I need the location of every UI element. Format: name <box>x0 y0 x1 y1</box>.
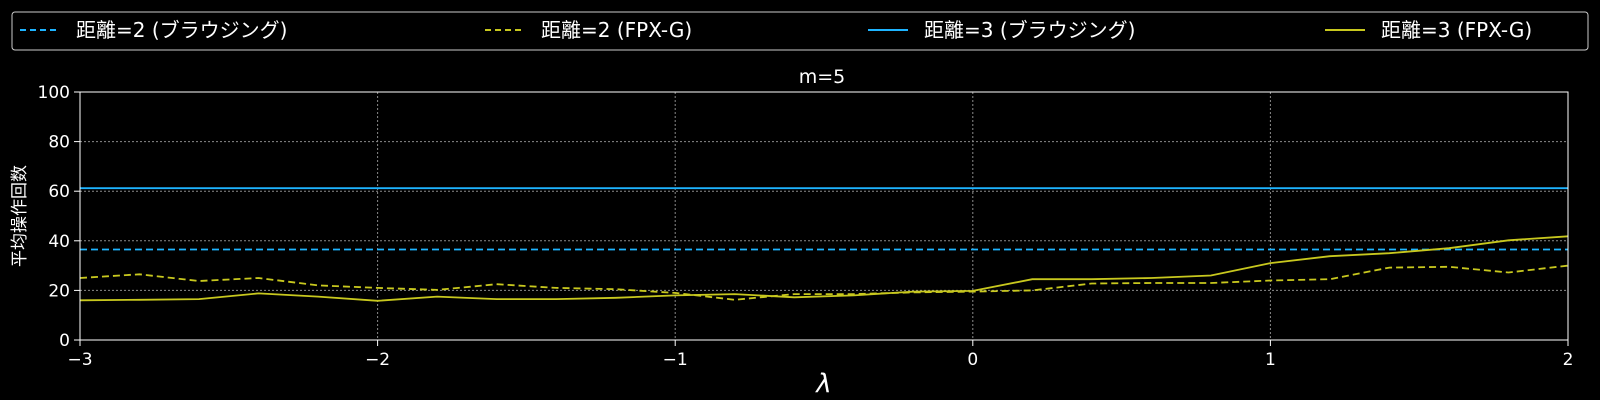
y-tick-label: 60 <box>48 182 70 202</box>
series-line-2 <box>79 264 1569 301</box>
grid-lines <box>80 92 1568 340</box>
series-line-4 <box>79 235 1569 302</box>
x-tick-label: 0 <box>967 350 978 370</box>
chart-title: m=5 <box>799 66 846 88</box>
x-tick-label: −1 <box>663 350 688 370</box>
y-tick-label: 40 <box>48 232 70 252</box>
y-tick-label: 80 <box>48 133 70 153</box>
x-tick-label: −2 <box>365 350 390 370</box>
plot-frame <box>79 91 1569 341</box>
y-tick-label: 100 <box>38 83 70 103</box>
y-tick-label: 0 <box>59 331 70 351</box>
x-tick-label: 2 <box>1563 350 1574 370</box>
y-tick-label: 20 <box>48 281 70 301</box>
series-layer <box>79 187 1569 302</box>
x-tick-label: −3 <box>67 350 92 370</box>
legend-label-2: 距離=2 (FPX-G) <box>541 18 692 42</box>
legend: 距離=2 (ブラウジング) 距離=2 (FPX-G) 距離=3 (ブラウジング) 距離… <box>11 11 1589 51</box>
x-axis: −3 −2 −1 0 1 2 <box>67 340 1573 370</box>
legend-label-3: 距離=3 (ブラウジング) <box>924 18 1135 42</box>
legend-frame <box>11 11 1589 51</box>
y-axis: 0 20 40 60 80 100 <box>38 83 80 351</box>
x-axis-label: λ <box>814 369 831 399</box>
x-tick-label: 1 <box>1265 350 1276 370</box>
legend-label-1: 距離=2 (ブラウジング) <box>76 18 287 42</box>
y-axis-label: 平均操作回数 <box>10 165 30 267</box>
legend-label-4: 距離=3 (FPX-G) <box>1381 18 1532 42</box>
